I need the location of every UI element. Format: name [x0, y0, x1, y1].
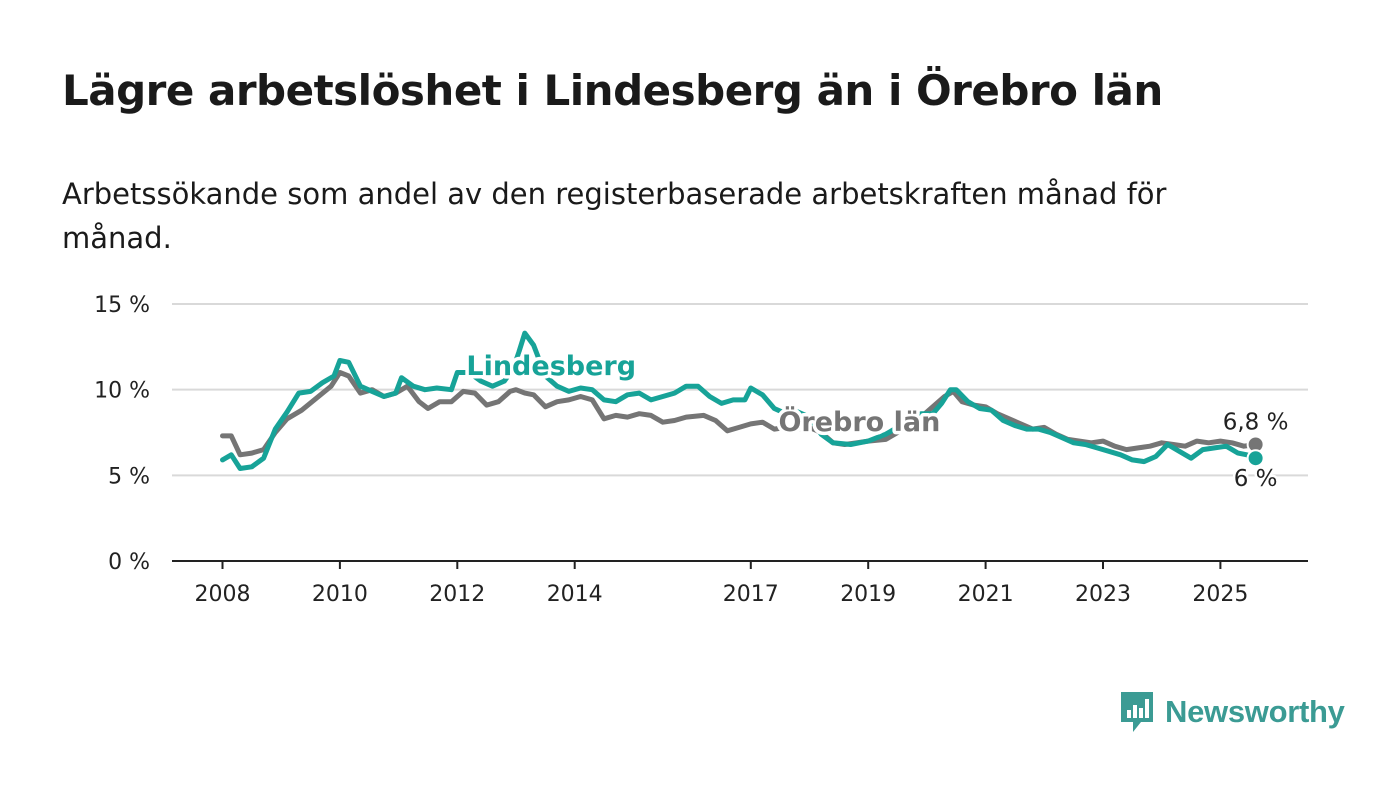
- series-line-örebro-län: [220, 370, 1259, 458]
- brand-name: Newsworthy: [1165, 694, 1345, 729]
- chart-title: Lägre arbetslöshet i Lindesberg än i Öre…: [62, 66, 1163, 115]
- series-label-lindesberg: Lindesberg: [466, 351, 636, 382]
- series-label-örebro-län: Örebro län: [778, 405, 940, 438]
- series-line-lindesberg: [220, 330, 1259, 471]
- x-tick-label: 2021: [958, 582, 1014, 607]
- y-tick-label: 0 %: [108, 550, 150, 575]
- end-value-label: 6 %: [1234, 466, 1278, 492]
- y-tick-label: 15 %: [94, 293, 150, 318]
- x-tick-label: 2012: [429, 582, 485, 607]
- newsworthy-logo[interactable]: Newsworthy: [1119, 690, 1345, 734]
- x-tick-label: 2017: [723, 582, 779, 607]
- x-tick-label: 2019: [840, 582, 896, 607]
- y-tick-label: 5 %: [108, 464, 150, 489]
- end-point-lindesberg: [1246, 449, 1265, 468]
- end-value-label: 6,8 %: [1223, 409, 1289, 435]
- x-tick-label: 2025: [1192, 582, 1248, 607]
- x-tick-label: 2010: [312, 582, 368, 607]
- y-tick-label: 10 %: [94, 379, 150, 404]
- newsworthy-chart-bubble-icon: [1121, 692, 1153, 732]
- x-tick-label: 2023: [1075, 582, 1131, 607]
- x-tick-label: 2008: [195, 582, 251, 607]
- chart-subtitle: Arbetssökande som andel av den registerb…: [62, 177, 1167, 255]
- x-tick-label: 2014: [547, 582, 603, 607]
